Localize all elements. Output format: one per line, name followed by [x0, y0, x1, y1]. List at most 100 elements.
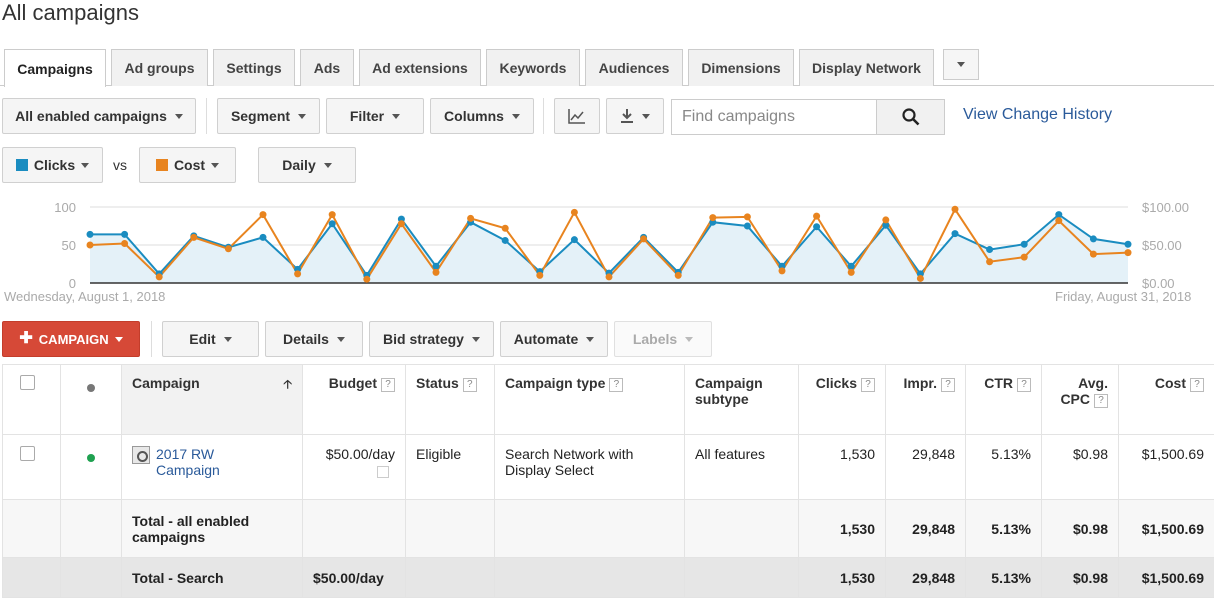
details-dropdown[interactable]: Details [265, 321, 363, 357]
column-header-ctr[interactable]: CTR? [965, 364, 1042, 435]
column-header-clicks[interactable]: Clicks? [798, 364, 886, 435]
column-header-impr[interactable]: Impr.? [885, 364, 966, 435]
tab-settings[interactable]: Settings [213, 49, 295, 86]
cost-point [882, 216, 890, 224]
help-icon[interactable]: ? [1017, 378, 1031, 392]
tab-ad-groups[interactable]: Ad groups [111, 49, 208, 86]
more-tabs-button[interactable] [943, 49, 979, 80]
empty-cell [684, 557, 799, 598]
tab-ad-extensions[interactable]: Ad extensions [359, 49, 481, 86]
automate-dropdown[interactable]: Automate [500, 321, 608, 357]
campaign-scope-dropdown[interactable]: All enabled campaigns [2, 98, 196, 134]
status-dot-icon [87, 384, 95, 392]
tab-keywords[interactable]: Keywords [486, 49, 580, 86]
download-dropdown[interactable] [606, 98, 664, 134]
budget-edit-icon[interactable] [377, 466, 389, 478]
page-title: All campaigns [2, 0, 139, 25]
chevron-down-icon [586, 336, 595, 342]
total-enabled-row: Total - all enabled campaigns 1,530 29,8… [2, 499, 1214, 558]
column-label: Clicks [815, 375, 857, 391]
column-header-status[interactable]: Status? [405, 364, 495, 435]
total-search-budget: $50.00/day [302, 557, 406, 598]
empty-cell [405, 557, 495, 598]
cost-point [778, 267, 786, 275]
cost-point [709, 214, 717, 222]
row-campaign-type: Search Network with Display Select [494, 434, 685, 500]
cost-point [501, 224, 509, 232]
enabled-status-icon[interactable] [87, 454, 95, 462]
clicks-point [432, 262, 440, 270]
column-header-cost[interactable]: Cost? [1118, 364, 1214, 435]
cost-point [121, 239, 129, 247]
tab-ads[interactable]: Ads [300, 49, 354, 86]
tab-display-network[interactable]: Display Network [799, 49, 934, 86]
cost-point [432, 268, 440, 276]
column-header-campaign-type[interactable]: Campaign type? [494, 364, 685, 435]
total-search-clicks: 1,530 [798, 557, 886, 598]
cost-point [1020, 253, 1028, 261]
help-icon[interactable]: ? [462, 378, 477, 392]
columns-label: Columns [444, 108, 504, 124]
column-header-avg-cpc[interactable]: Avg. CPC? [1041, 364, 1119, 435]
budget-value[interactable]: $50.00/day [325, 446, 395, 462]
add-campaign-button[interactable]: ✚ CAMPAIGN [2, 321, 140, 357]
cost-point [397, 220, 405, 228]
cost-point [640, 235, 648, 243]
total-enabled-impr: 29,848 [885, 499, 966, 558]
clicks-area [90, 214, 1128, 283]
campaigns-table: Campaign 🡡 Budget? Status? Campaign type… [2, 364, 1214, 598]
tab-campaigns[interactable]: Campaigns [4, 49, 106, 87]
cost-point [86, 241, 94, 249]
divider [206, 98, 207, 134]
edit-dropdown[interactable]: Edit [162, 321, 259, 357]
column-label: CTR [984, 375, 1013, 391]
filter-dropdown[interactable]: Filter [326, 98, 424, 134]
labels-dropdown[interactable]: Labels [614, 321, 712, 357]
column-header-campaign[interactable]: Campaign 🡡 [121, 364, 303, 435]
column-label: Cost [1154, 375, 1186, 391]
empty-cell [2, 499, 61, 558]
cost-point [847, 268, 855, 276]
period-dropdown[interactable]: Daily [258, 147, 356, 183]
column-header-campaign-subtype[interactable]: Campaign subtype [684, 364, 799, 435]
total-enabled-avg-cpc: $0.98 [1041, 499, 1119, 558]
help-icon[interactable]: ? [1190, 378, 1204, 392]
empty-cell [2, 557, 61, 598]
clicks-point [86, 230, 94, 238]
search-icon [901, 108, 919, 126]
empty-cell [302, 499, 406, 558]
clicks-point [259, 233, 267, 241]
view-change-history-link[interactable]: View Change History [963, 106, 1113, 123]
columns-dropdown[interactable]: Columns [430, 98, 534, 134]
metric1-dropdown[interactable]: Clicks [2, 147, 103, 183]
row-checkbox[interactable] [20, 446, 35, 461]
total-enabled-ctr: 5.13% [965, 499, 1042, 558]
select-all-checkbox[interactable] [20, 375, 35, 390]
empty-cell [494, 557, 685, 598]
campaign-name-link[interactable]: 2017 RW Campaign [156, 446, 220, 478]
help-icon[interactable]: ? [941, 378, 955, 392]
column-header-budget[interactable]: Budget? [302, 364, 406, 435]
table-row: 2017 RW Campaign $50.00/day Eligible Sea… [2, 434, 1214, 500]
tab-audiences[interactable]: Audiences [585, 49, 683, 86]
metric2-dropdown[interactable]: Cost [139, 147, 236, 183]
y-tick-label-right: $100.00 [1142, 200, 1189, 215]
chevron-down-icon [685, 336, 694, 342]
help-icon[interactable]: ? [1094, 394, 1108, 408]
tab-bar: Campaigns Ad groups Settings Ads Ad exte… [0, 49, 1214, 87]
bid-strategy-dropdown[interactable]: Bid strategy [369, 321, 494, 357]
period-label: Daily [282, 157, 316, 173]
y-tick-label-right: $0.00 [1142, 276, 1175, 290]
search-input[interactable] [671, 99, 877, 135]
tab-dimensions[interactable]: Dimensions [688, 49, 794, 86]
cost-point [328, 211, 336, 219]
help-icon[interactable]: ? [861, 378, 875, 392]
toggle-graph-button[interactable] [554, 98, 600, 134]
total-search-avg-cpc: $0.98 [1041, 557, 1119, 598]
empty-cell [494, 499, 685, 558]
segment-dropdown[interactable]: Segment [217, 98, 320, 134]
help-icon[interactable]: ? [381, 378, 395, 392]
search-button[interactable] [876, 99, 945, 135]
automate-label: Automate [513, 331, 579, 347]
help-icon[interactable]: ? [609, 378, 624, 392]
